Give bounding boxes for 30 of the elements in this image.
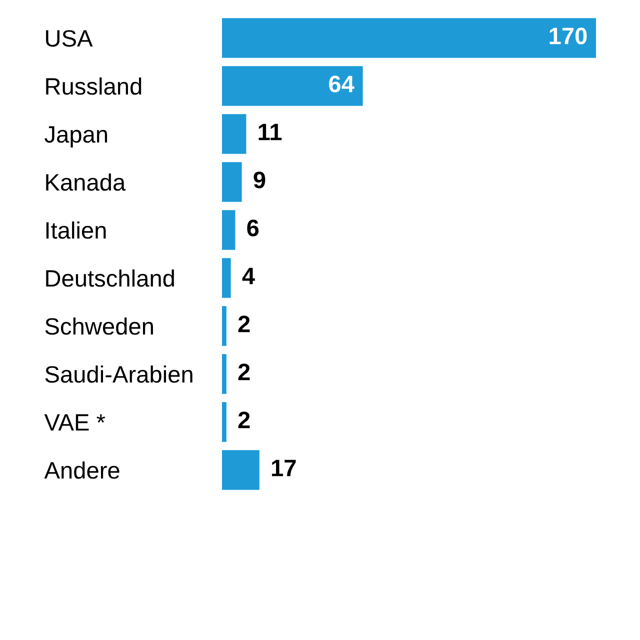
data-label: 17 — [272, 460, 296, 476]
data-label: 170 — [550, 28, 587, 44]
y-tick-label: Schweden — [45, 317, 153, 335]
data-label: 2 — [238, 412, 250, 428]
bar — [222, 306, 226, 346]
y-tick-label: Italien — [46, 221, 106, 239]
data-label: 2 — [238, 364, 250, 380]
y-tick-label: VAE * — [44, 414, 106, 431]
data-label: 6 — [247, 220, 259, 236]
data-label: 11 — [258, 124, 282, 140]
bar — [222, 162, 242, 202]
bar — [222, 354, 226, 394]
y-tick-label: Kanada — [46, 173, 126, 191]
bar — [222, 18, 596, 58]
data-label: 9 — [254, 172, 266, 188]
data-label: 64 — [329, 76, 354, 92]
bar — [222, 210, 236, 250]
data-label: 4 — [242, 268, 255, 284]
y-tick-label: Deutschland — [46, 269, 174, 287]
y-tick-label: USA — [46, 30, 93, 47]
y-tick-label: Russland — [46, 77, 142, 95]
bar — [222, 66, 363, 106]
bar — [222, 402, 226, 442]
bar — [222, 450, 260, 490]
bar — [222, 258, 231, 298]
bar — [222, 114, 246, 154]
data-label: 2 — [238, 316, 250, 332]
y-tick-label: Japan — [44, 126, 108, 148]
y-tick-label: Andere — [44, 461, 120, 479]
y-tick-label: Saudi-Arabien — [45, 365, 192, 383]
